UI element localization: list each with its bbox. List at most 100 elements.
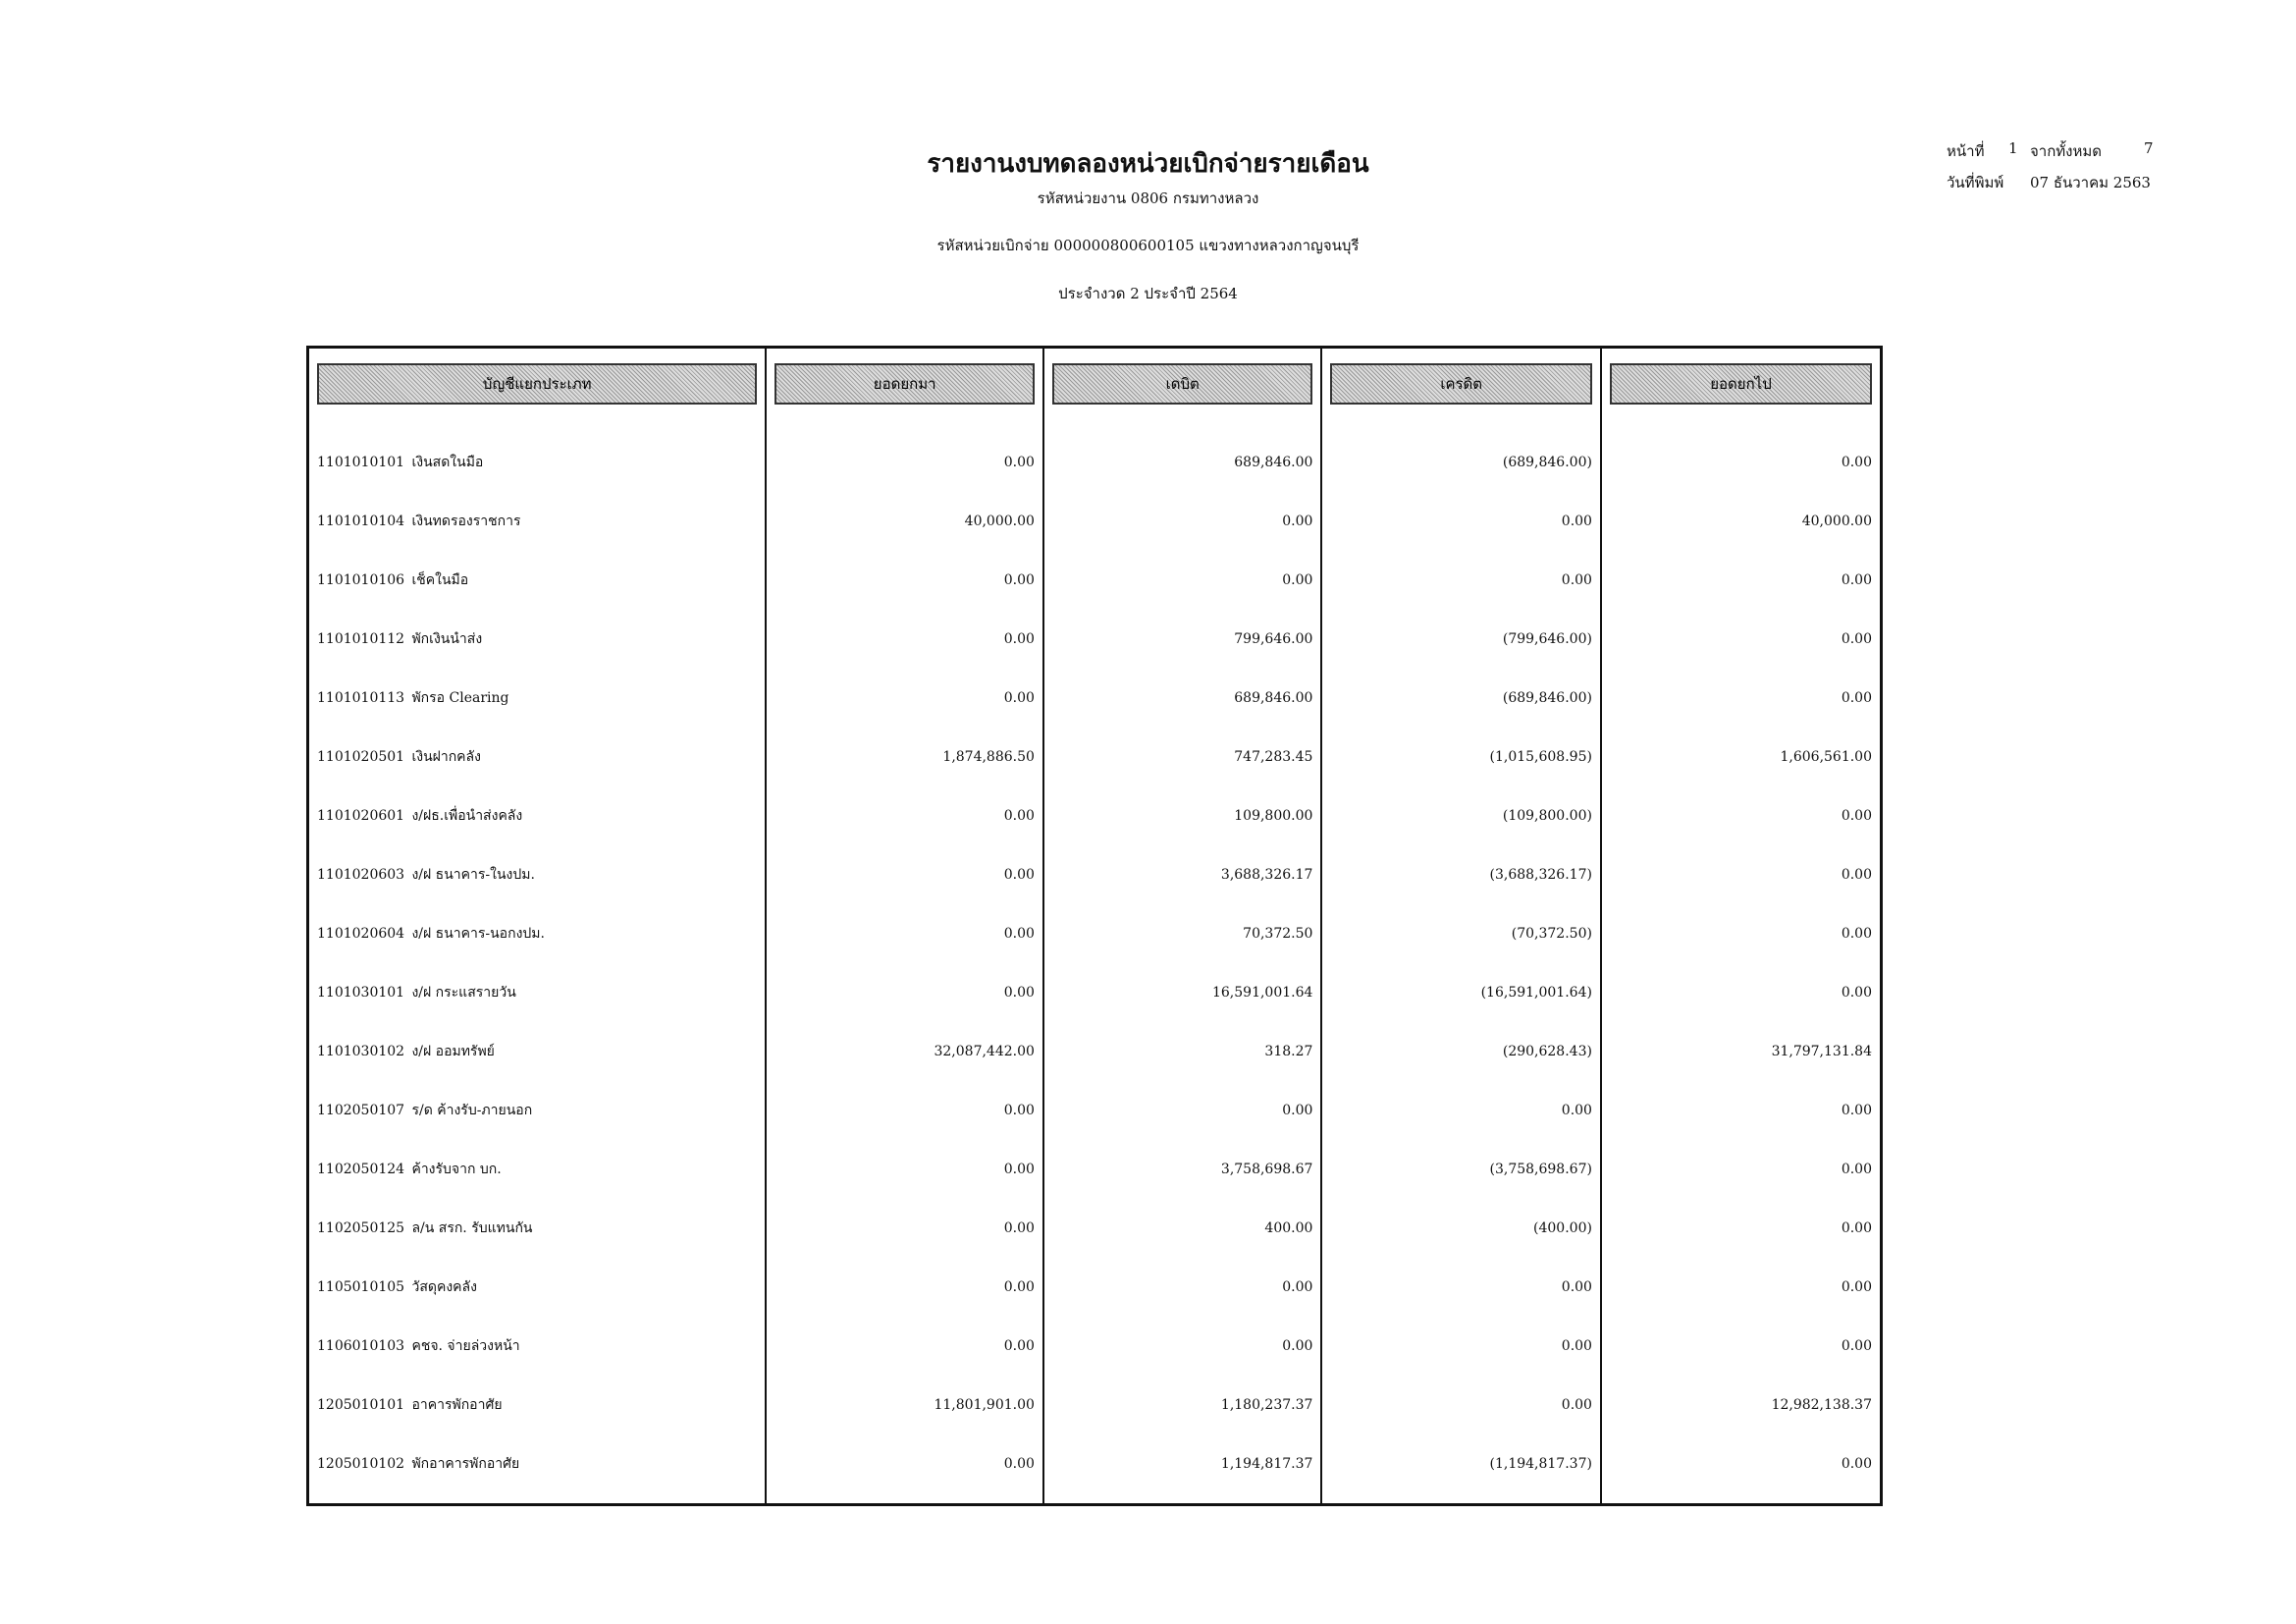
account-cell: 1101020604 ง/ฝ ธนาคาร-นอกงปม. [308, 904, 767, 963]
account-code: 1101020603 [317, 867, 405, 883]
table-row: 1102050124 ค้างรับจาก บก. 0.00 3,758,698.6… [308, 1140, 1882, 1199]
account-cell: 1101010104 เงินทดรองราชการ [308, 492, 767, 551]
account-cell: 1102050124 ค้างรับจาก บก. [308, 1140, 767, 1199]
table-row: 1106010103 คชจ. จ่ายล่วงหน้า 0.00 0.00 0.00… [308, 1317, 1882, 1376]
account-name: เงินสดในมือ [411, 455, 484, 470]
debit-cell: 0.00 [1041, 492, 1322, 551]
account-code: 1205010102 [317, 1456, 405, 1472]
carried-forward-cell: 12,982,138.37 [1599, 1376, 1882, 1435]
brought-forward-cell: 0.00 [765, 786, 1043, 845]
credit-cell: (290,628.43) [1320, 1022, 1601, 1081]
account-name: ง/ฝ ออมทรัพย์ [411, 1044, 495, 1059]
carried-forward-cell: 0.00 [1599, 1435, 1882, 1505]
account-code: 1101010106 [317, 572, 405, 588]
debit-cell: 0.00 [1041, 1317, 1322, 1376]
carried-forward-cell: 0.00 [1599, 610, 1882, 669]
account-name: ง/ฝ กระแสรายวัน [411, 985, 516, 1001]
brought-forward-cell: 0.00 [765, 963, 1043, 1022]
credit-cell: (109,800.00) [1320, 786, 1601, 845]
account-cell: 1101010101 เงินสดในมือ [308, 419, 767, 492]
credit-cell: (1,015,608.95) [1320, 728, 1601, 786]
carried-forward-cell: 0.00 [1599, 1317, 1882, 1376]
account-code: 1101010112 [317, 631, 405, 647]
account-code: 1101010101 [317, 455, 405, 470]
account-cell: 1205010102 พักอาคารพักอาศัย [308, 1435, 767, 1505]
debit-cell: 0.00 [1041, 1258, 1322, 1317]
credit-cell: 0.00 [1320, 1081, 1601, 1140]
carried-forward-cell: 0.00 [1599, 1258, 1882, 1317]
credit-cell: 0.00 [1320, 1317, 1601, 1376]
account-code: 1101020604 [317, 926, 405, 942]
carried-forward-cell: 0.00 [1599, 1140, 1882, 1199]
account-cell: 1101010112 พักเงินนำส่ง [308, 610, 767, 669]
debit-cell: 689,846.00 [1041, 669, 1322, 728]
agency-code: รหัสหน่วยงาน 0806 กรมทางหลวง [1037, 189, 1259, 207]
account-cell: 1102050125 ล/น สรก. รับแทนกัน [308, 1199, 767, 1258]
brought-forward-cell: 0.00 [765, 551, 1043, 610]
account-name: คชจ. จ่ายล่วงหน้า [411, 1338, 520, 1354]
debit-cell: 0.00 [1041, 1081, 1322, 1140]
debit-cell: 1,180,237.37 [1041, 1376, 1322, 1435]
brought-forward-cell: 0.00 [765, 669, 1043, 728]
credit-cell: 0.00 [1320, 551, 1601, 610]
account-name: ง/ฝ ธนาคาร-นอกงปม. [411, 926, 545, 942]
credit-cell: (400.00) [1320, 1199, 1601, 1258]
account-name: ล/น สรก. รับแทนกัน [411, 1220, 533, 1236]
report-period: ประจำงวด 2 ประจำปี 2564 [1058, 285, 1238, 302]
table-row: 1101020604 ง/ฝ ธนาคาร-นอกงปม. 0.00 70,372.… [308, 904, 1882, 963]
credit-cell: (16,591,001.64) [1320, 963, 1601, 1022]
debit-cell: 70,372.50 [1041, 904, 1322, 963]
table-header: บัญชีแยกประเภท ยอดยกมา เดบิต เครดิต ยอดย… [308, 347, 1882, 419]
credit-cell: (689,846.00) [1320, 419, 1601, 492]
carried-forward-cell: 0.00 [1599, 904, 1882, 963]
brought-forward-cell: 0.00 [765, 1140, 1043, 1199]
carried-forward-cell: 1,606,561.00 [1599, 728, 1882, 786]
carried-forward-cell: 0.00 [1599, 963, 1882, 1022]
account-code: 1102050124 [317, 1162, 405, 1177]
account-code: 1101010104 [317, 514, 405, 529]
credit-cell: (3,688,326.17) [1320, 845, 1601, 904]
brought-forward-cell: 32,087,442.00 [765, 1022, 1043, 1081]
credit-cell: (1,194,817.37) [1320, 1435, 1601, 1505]
brought-forward-cell: 0.00 [765, 419, 1043, 492]
brought-forward-cell: 1,874,886.50 [765, 728, 1043, 786]
account-code: 1102050125 [317, 1220, 405, 1236]
brought-forward-cell: 0.00 [765, 610, 1043, 669]
brought-forward-cell: 0.00 [765, 1081, 1043, 1140]
table-row: 1105010105 วัสดุคงคลัง 0.00 0.00 0.00 0.00 [308, 1258, 1882, 1317]
account-cell: 1101030102 ง/ฝ ออมทรัพย์ [308, 1022, 767, 1081]
table-row: 1101010106 เช็คในมือ 0.00 0.00 0.00 0.00 [308, 551, 1882, 610]
credit-cell: (689,846.00) [1320, 669, 1601, 728]
carried-forward-cell: 40,000.00 [1599, 492, 1882, 551]
column-header-credit: เครดิต [1330, 363, 1592, 405]
carried-forward-cell: 0.00 [1599, 1081, 1882, 1140]
table-row: 1101010113 พักรอ Clearing 0.00 689,846.00(… [308, 669, 1882, 728]
debit-cell: 16,591,001.64 [1041, 963, 1322, 1022]
debit-cell: 318.27 [1041, 1022, 1322, 1081]
debit-cell: 3,758,698.67 [1041, 1140, 1322, 1199]
account-code: 1101010113 [317, 690, 405, 706]
table-row: 1101020601 ง/ฝธ.เพื่อนำส่งคลัง 0.00 109,80… [308, 786, 1882, 845]
total-pages: 7 [2144, 139, 2154, 157]
table-row: 1101010112 พักเงินนำส่ง 0.00 799,646.00 (79… [308, 610, 1882, 669]
credit-cell: (70,372.50) [1320, 904, 1601, 963]
credit-cell: 0.00 [1320, 1376, 1601, 1435]
account-cell: 1105010105 วัสดุคงคลัง [308, 1258, 767, 1317]
account-name: เงินฝากคลัง [411, 749, 481, 765]
brought-forward-cell: 11,801,901.00 [765, 1376, 1043, 1435]
table-row: 1101020501 เงินฝากคลัง 1,874,886.50 747,28… [308, 728, 1882, 786]
debit-cell: 1,194,817.37 [1041, 1435, 1322, 1505]
account-cell: 1101020601 ง/ฝธ.เพื่อนำส่งคลัง [308, 786, 767, 845]
brought-forward-cell: 0.00 [765, 1317, 1043, 1376]
account-name: พักรอ Clearing [411, 690, 509, 706]
account-code: 1102050107 [317, 1103, 405, 1118]
account-code: 1101020601 [317, 808, 405, 824]
table-row: 1101020603 ง/ฝ ธนาคาร-ในงปม. 0.00 3,688,32… [308, 845, 1882, 904]
debit-cell: 109,800.00 [1041, 786, 1322, 845]
carried-forward-cell: 0.00 [1599, 419, 1882, 492]
print-date: 07 ธันวาคม 2563 [2030, 174, 2151, 191]
brought-forward-cell: 0.00 [765, 904, 1043, 963]
account-cell: 1205010101 อาคารพักอาศัย [308, 1376, 767, 1435]
debit-cell: 3,688,326.17 [1041, 845, 1322, 904]
column-header-brought-forward: ยอดยกมา [774, 363, 1035, 405]
